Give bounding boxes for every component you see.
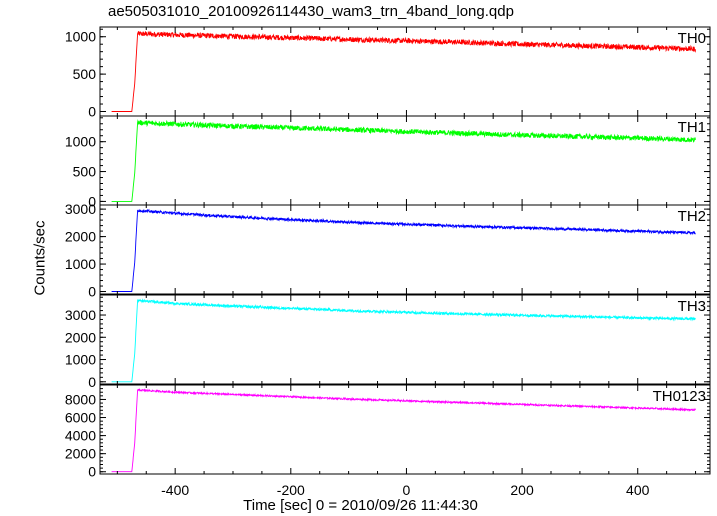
y-tick-label: 3000 (65, 307, 96, 323)
y-tick-label: 3000 (65, 201, 96, 217)
x-tick-label: -400 (161, 482, 189, 498)
panel-frame-th3 (99, 294, 711, 385)
series-line-th3 (111, 298, 696, 383)
y-tick-label: 2000 (65, 329, 96, 345)
y-axis-label: Counts/sec (31, 220, 49, 296)
x-tick-label: 200 (510, 482, 534, 498)
series-line-th2 (111, 208, 696, 292)
y-tick-label: 1000 (65, 352, 96, 368)
panel-frame-th0123 (99, 384, 711, 475)
y-tick-label: 0 (88, 104, 96, 120)
y-tick-label: 500 (73, 164, 97, 180)
y-tick-label: 500 (73, 66, 97, 82)
panel-frame-th1 (99, 115, 711, 206)
series-label-th0123: TH0123 (653, 388, 706, 405)
y-tick-label: 8000 (65, 391, 96, 407)
series-label-th1: TH1 (678, 119, 706, 136)
y-tick-label: 1000 (65, 29, 96, 45)
y-tick-label: 0 (88, 374, 96, 390)
x-tick-label: 0 (403, 482, 411, 498)
y-tick-label: 1000 (65, 134, 96, 150)
y-tick-label: 6000 (65, 410, 96, 426)
x-tick-label: 400 (626, 482, 650, 498)
y-tick-label: 0 (88, 464, 96, 480)
series-label-th2: TH2 (678, 208, 706, 225)
panel-frame-th2 (99, 204, 711, 295)
y-tick-label: 4000 (65, 428, 96, 444)
y-tick-label: 2000 (65, 446, 96, 462)
chart-title: ae505031010_20100926114430_wam3_trn_4ban… (108, 3, 514, 20)
series-label-th0: TH0 (678, 30, 706, 47)
y-tick-label: 1000 (65, 256, 96, 272)
series-label-th3: TH3 (678, 298, 706, 315)
y-tick-label: 0 (88, 284, 96, 300)
x-tick-label: -200 (277, 482, 305, 498)
series-line-th1 (111, 119, 696, 202)
x-axis-label: Time [sec] 0 = 2010/09/26 11:44:30 (243, 497, 478, 514)
y-tick-label: 2000 (65, 229, 96, 245)
y-tick-label: 0 (88, 193, 96, 209)
series-line-th0 (111, 30, 696, 112)
series-line-th0123 (111, 388, 696, 473)
